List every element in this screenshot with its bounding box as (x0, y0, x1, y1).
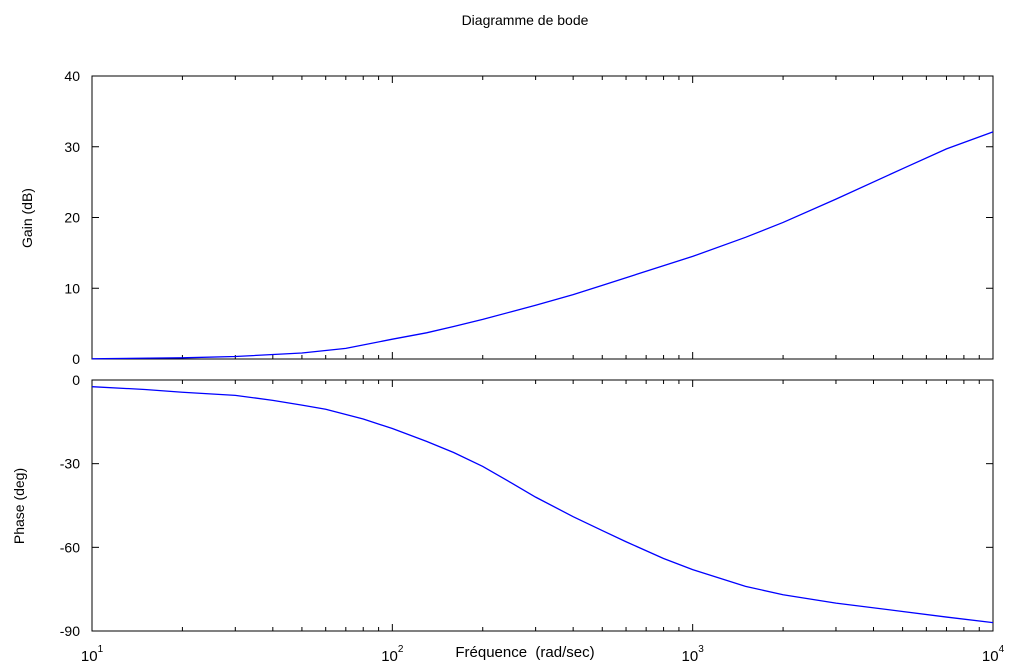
phase-ticks (91, 379, 993, 632)
gain-curve (91, 131, 994, 360)
x-tick-label: 104 (982, 644, 1005, 665)
gain-y-tick-label: 20 (64, 210, 80, 226)
phase-y-tick-labels: -90 -60 -30 0 (60, 372, 80, 639)
chart-title: Diagramme de bode (462, 12, 589, 28)
gain-y-tick-label: 10 (64, 280, 80, 296)
gain-panel: 0 10 20 30 40 Gain (dB) (19, 68, 994, 367)
phase-axis-label: Phase (deg) (11, 468, 27, 544)
x-axis-label: Fréquence (rad/sec) (455, 644, 594, 661)
phase-curve (91, 386, 994, 624)
phase-plot-frame (91, 379, 994, 632)
phase-y-tick-label: 0 (72, 372, 80, 388)
phase-panel: -90 -60 -30 0 101 102 103 104 Phase (deg) Fréq… (11, 372, 1005, 665)
gain-y-tick-label: 30 (64, 139, 80, 155)
gain-plot-frame (91, 75, 994, 360)
x-tick-label: 101 (81, 644, 104, 665)
gain-ticks (91, 75, 993, 360)
phase-y-tick-label: -30 (60, 456, 80, 472)
gain-y-tick-label: 40 (64, 68, 80, 84)
gain-axis-label: Gain (dB) (19, 188, 35, 248)
phase-y-tick-label: -60 (60, 539, 80, 555)
gain-y-tick-labels: 0 10 20 30 40 (64, 68, 80, 367)
gain-y-tick-label: 0 (72, 351, 80, 367)
x-tick-label: 103 (682, 644, 705, 665)
phase-y-tick-label: -90 (60, 623, 80, 639)
x-tick-label: 102 (381, 644, 404, 665)
